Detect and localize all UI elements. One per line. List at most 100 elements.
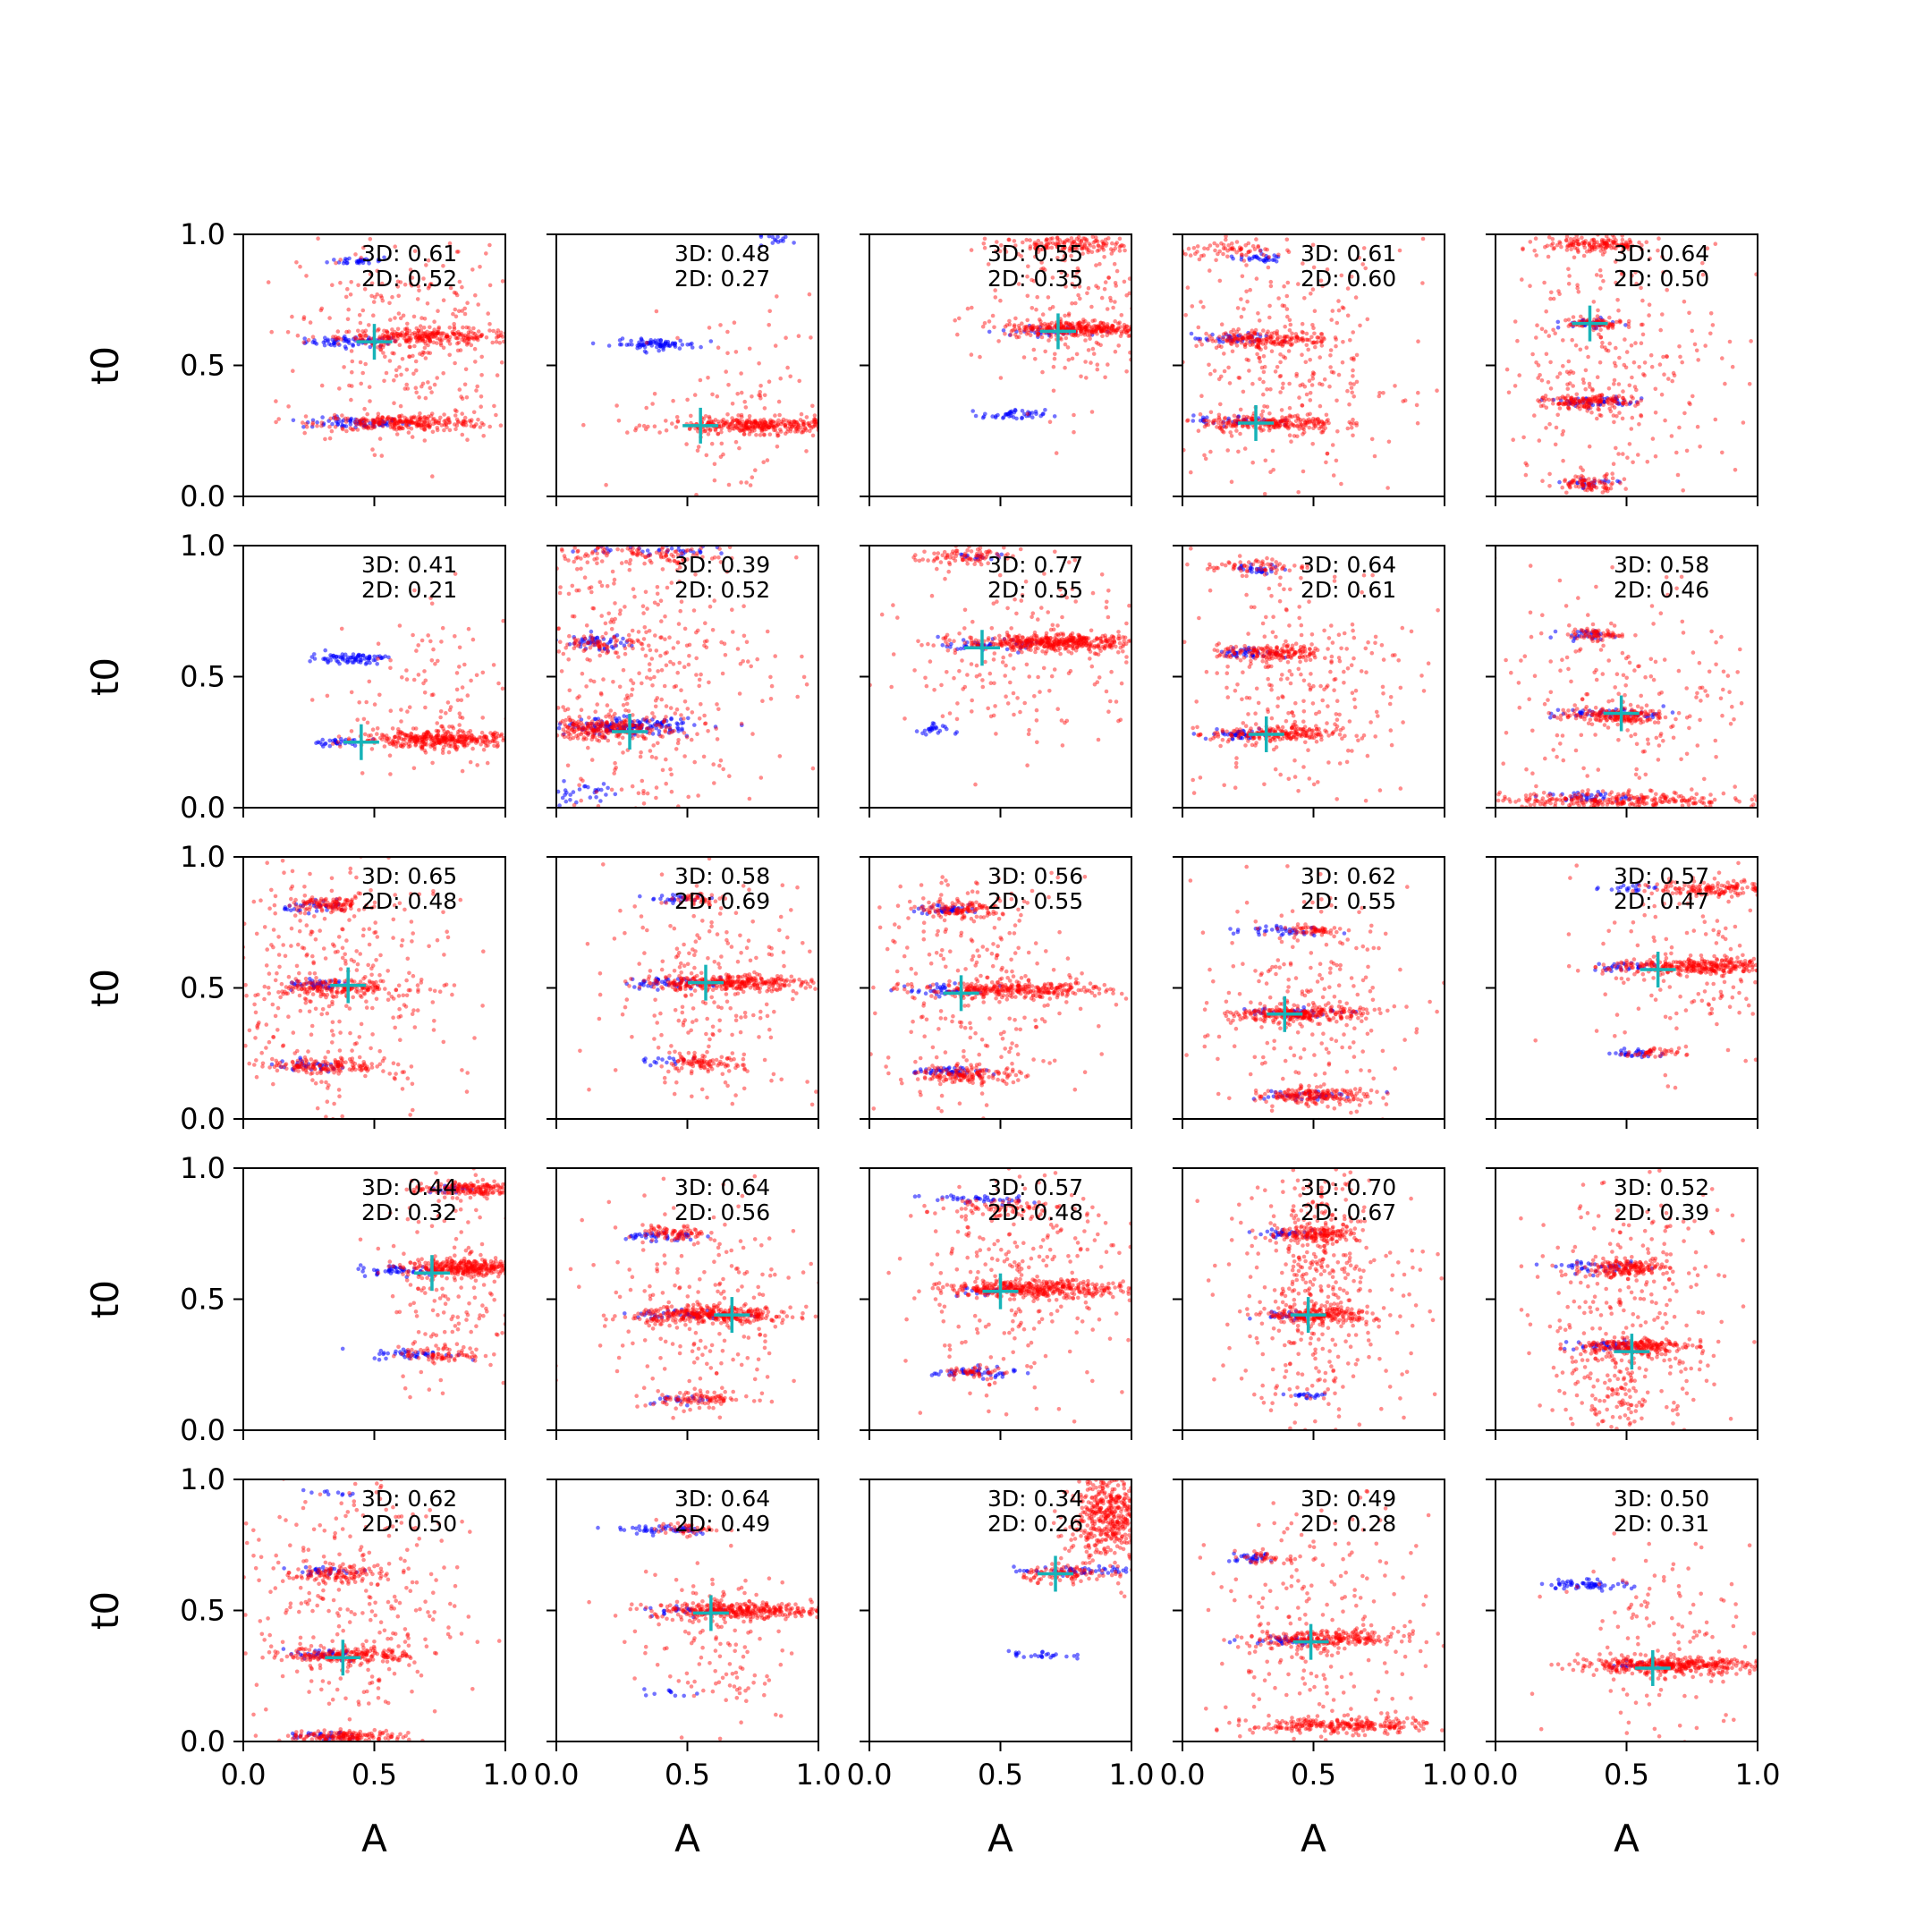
red-point bbox=[1631, 396, 1635, 401]
red-point bbox=[747, 346, 752, 352]
red-point bbox=[479, 333, 484, 337]
red-point bbox=[1579, 465, 1583, 470]
red-point bbox=[328, 416, 334, 421]
blue-point bbox=[657, 348, 661, 353]
red-point bbox=[439, 334, 444, 339]
red-point bbox=[1614, 280, 1618, 285]
red-point bbox=[1036, 332, 1041, 336]
red-point bbox=[344, 428, 349, 434]
red-point bbox=[1612, 240, 1617, 245]
red-point bbox=[1101, 325, 1106, 330]
red-point bbox=[1308, 358, 1312, 362]
red-point bbox=[1513, 384, 1518, 388]
red-point bbox=[1642, 360, 1648, 365]
red-point bbox=[1193, 251, 1198, 257]
red-point bbox=[1564, 369, 1570, 375]
blue-point bbox=[585, 723, 590, 728]
blue-point bbox=[1274, 259, 1279, 264]
red-point bbox=[1020, 321, 1024, 326]
red-point bbox=[444, 735, 448, 740]
blue-point bbox=[1225, 337, 1231, 342]
red-point bbox=[1301, 335, 1305, 341]
blue-point bbox=[619, 719, 623, 724]
red-point bbox=[1283, 416, 1288, 420]
red-point bbox=[784, 419, 789, 423]
red-point bbox=[413, 386, 419, 391]
red-point bbox=[1078, 242, 1083, 247]
red-point bbox=[1275, 329, 1280, 334]
score-2d: 2D: 0.35 bbox=[987, 266, 1083, 292]
red-point bbox=[572, 729, 577, 734]
red-point bbox=[1051, 364, 1056, 369]
red-point bbox=[381, 351, 386, 355]
red-point bbox=[377, 421, 382, 427]
red-point bbox=[1295, 416, 1301, 420]
blue-point bbox=[301, 425, 306, 429]
red-point bbox=[1259, 365, 1265, 370]
red-point bbox=[1088, 333, 1093, 337]
red-point bbox=[472, 331, 478, 336]
red-point bbox=[713, 418, 718, 422]
red-point bbox=[1308, 419, 1312, 425]
red-point bbox=[1304, 392, 1309, 397]
red-point bbox=[1581, 240, 1586, 244]
red-point bbox=[1690, 328, 1694, 334]
red-point bbox=[1357, 255, 1361, 260]
red-point bbox=[755, 424, 760, 429]
red-point bbox=[383, 334, 388, 338]
red-point bbox=[1285, 335, 1290, 339]
red-point bbox=[1589, 399, 1594, 403]
red-point bbox=[1288, 414, 1292, 419]
red-point bbox=[1256, 337, 1261, 342]
blue-point bbox=[1266, 255, 1271, 260]
red-point bbox=[1123, 330, 1129, 335]
red-point bbox=[785, 365, 790, 370]
red-point bbox=[1204, 422, 1208, 428]
red-point bbox=[583, 731, 589, 735]
red-point bbox=[457, 645, 462, 650]
red-point bbox=[487, 424, 492, 429]
red-point bbox=[605, 720, 609, 725]
red-point bbox=[387, 741, 393, 747]
red-point bbox=[496, 681, 501, 686]
red-point bbox=[359, 336, 363, 341]
red-point bbox=[571, 724, 575, 729]
red-point bbox=[1257, 338, 1261, 343]
red-point bbox=[1733, 468, 1738, 472]
red-point bbox=[589, 727, 594, 732]
red-point bbox=[488, 731, 493, 735]
red-point bbox=[447, 342, 453, 346]
red-point bbox=[439, 739, 445, 744]
blue-point bbox=[691, 550, 696, 555]
red-point bbox=[403, 423, 409, 428]
red-point bbox=[1261, 328, 1266, 333]
red-point bbox=[474, 388, 479, 393]
red-point bbox=[1351, 417, 1355, 422]
red-point bbox=[751, 419, 756, 424]
red-point bbox=[1598, 335, 1604, 340]
red-point bbox=[1012, 239, 1017, 243]
red-point bbox=[604, 728, 608, 733]
red-point bbox=[409, 731, 413, 736]
red-point bbox=[1540, 479, 1545, 483]
red-point bbox=[1259, 337, 1264, 343]
red-point bbox=[422, 669, 427, 674]
red-point bbox=[1544, 426, 1548, 430]
red-point bbox=[1271, 339, 1276, 344]
red-point bbox=[1114, 327, 1119, 333]
red-point bbox=[434, 737, 439, 742]
red-point bbox=[1070, 326, 1075, 331]
red-point bbox=[1232, 413, 1237, 419]
blue-point bbox=[1043, 408, 1047, 412]
red-point bbox=[1315, 335, 1319, 340]
red-point bbox=[417, 335, 422, 341]
red-point bbox=[406, 744, 411, 750]
red-point bbox=[386, 740, 392, 745]
red-point bbox=[731, 423, 736, 428]
red-point bbox=[771, 419, 775, 425]
red-point bbox=[1310, 373, 1315, 377]
red-point bbox=[388, 335, 393, 341]
red-point bbox=[473, 360, 478, 364]
red-point bbox=[428, 741, 433, 747]
red-point bbox=[1595, 375, 1600, 380]
